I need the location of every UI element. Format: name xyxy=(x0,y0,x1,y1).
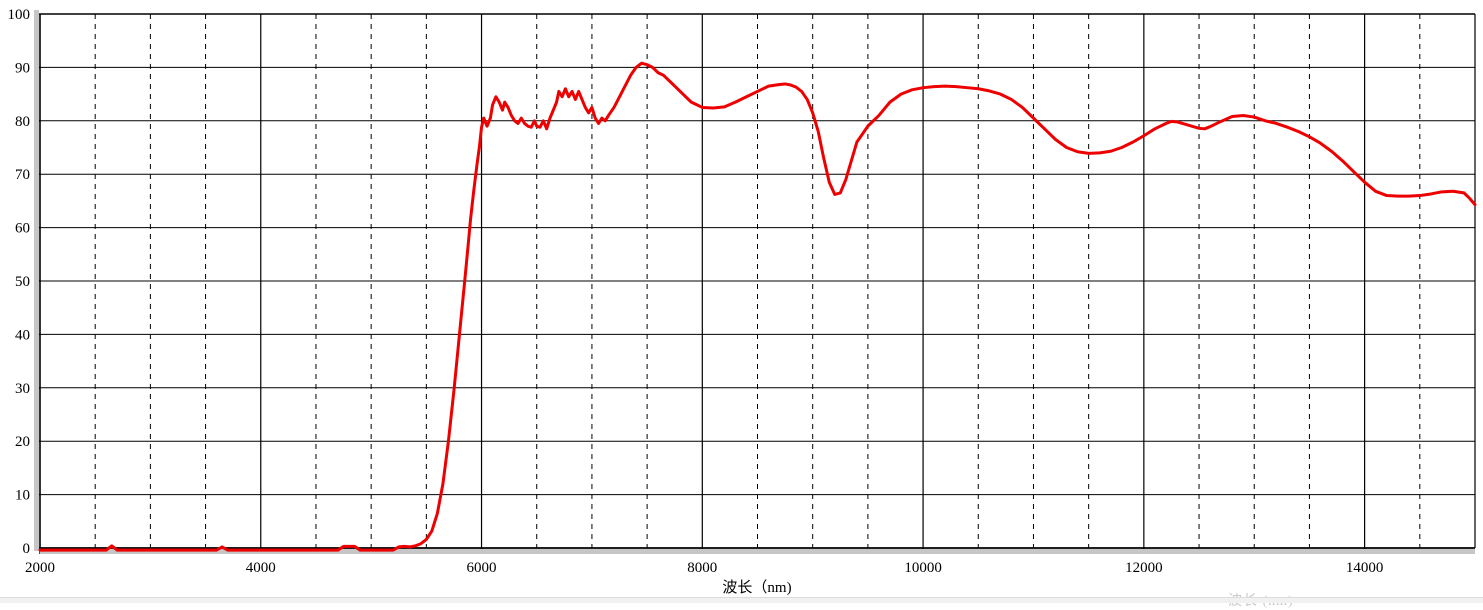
y-axis-scroll-track[interactable] xyxy=(34,10,39,551)
y-axis-tick-label: 20 xyxy=(15,434,30,450)
y-axis-tick-label: 0 xyxy=(23,541,31,557)
y-axis-tick-label: 50 xyxy=(15,274,30,290)
x-axis-tick-label: 12000 xyxy=(1125,560,1163,576)
window-bottom-strip xyxy=(0,597,1483,603)
x-axis-tick-label: 6000 xyxy=(467,560,497,576)
y-axis-tick-label: 90 xyxy=(15,60,30,76)
x-axis-tick-label: 4000 xyxy=(246,560,276,576)
x-axis-scroll-track[interactable] xyxy=(40,549,1475,554)
x-axis-title: 波长（nm) xyxy=(722,579,791,596)
x-axis-tick-label: 2000 xyxy=(25,560,55,576)
y-axis-tick-labels: 0 10 20 30 40 50 60 70 80 90 100 xyxy=(8,7,31,557)
x-axis-tick-label: 8000 xyxy=(687,560,717,576)
x-axis-tick-label: 14000 xyxy=(1346,560,1384,576)
y-axis-tick-label: 80 xyxy=(15,114,30,130)
y-axis-tick-label: 60 xyxy=(15,221,30,237)
y-axis-tick-label: 100 xyxy=(8,7,31,23)
y-axis-tick-label: 70 xyxy=(15,167,30,183)
y-axis-tick-label: 30 xyxy=(15,381,30,397)
transmittance-curve xyxy=(38,61,1477,552)
vertical-gridlines xyxy=(260,14,1366,548)
x-axis-tick-labels: 2000 4000 6000 8000 10000 12000 14000 xyxy=(25,560,1383,576)
x-axis-tick-label: 10000 xyxy=(904,560,942,576)
y-axis-tick-label: 10 xyxy=(15,488,30,504)
y-axis-tick-label: 40 xyxy=(15,327,30,343)
